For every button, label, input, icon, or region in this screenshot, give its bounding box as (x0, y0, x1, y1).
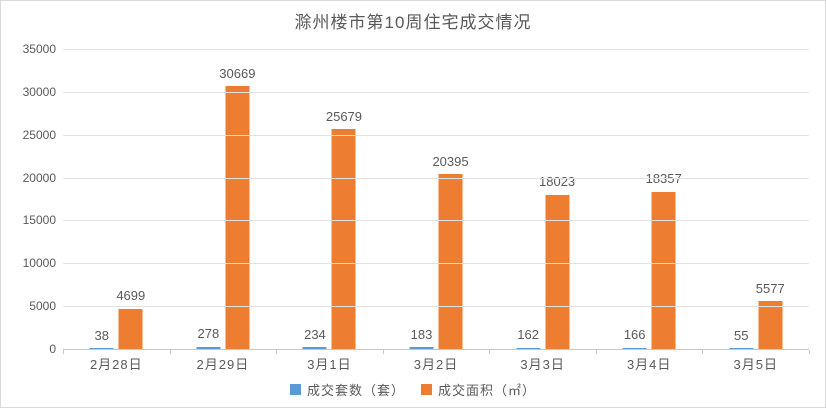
bar-pair: 55 5577 (729, 281, 785, 349)
legend-item: 成交套数（套） (289, 380, 405, 399)
x-tick-label: 3月3日 (520, 357, 565, 372)
legend-label: 成交面积（㎡） (438, 383, 537, 398)
area-value-label: 25679 (325, 108, 363, 124)
gridline (63, 177, 809, 179)
gridline (63, 220, 809, 222)
y-tick-label: 25000 (22, 127, 56, 142)
x-tick-mark (276, 350, 278, 354)
x-tick-mark (382, 350, 384, 354)
area-value-label: 18357 (645, 171, 682, 187)
x-tick-mark (809, 350, 810, 354)
bar-pair: 38 4699 (89, 289, 145, 349)
bar-group: 162 18023 (489, 49, 596, 349)
units-value-label: 166 (623, 327, 646, 343)
x-tick-mark (169, 350, 171, 354)
units-bar: 278 (196, 327, 221, 349)
x-tick-mark (702, 350, 704, 354)
area-value-label: 30669 (219, 65, 256, 81)
y-tick-label: 35000 (22, 42, 56, 56)
bar-pair: 183 20395 (409, 154, 469, 349)
area-bar: 4699 (116, 289, 145, 349)
bar-group: 278 30669 (170, 49, 277, 349)
x-tick-mark (63, 350, 64, 354)
units-value-label: 234 (304, 326, 326, 342)
gridline (63, 49, 809, 50)
bar-group: 55 5577 (702, 49, 809, 349)
y-tick-label: 20000 (22, 170, 56, 185)
x-tick-label: 2月28日 (89, 357, 143, 372)
area-bar: 18023 (539, 174, 575, 349)
area-bar: 20395 (432, 154, 469, 349)
area-bar: 18357 (646, 172, 682, 349)
units-bar: 55 (729, 328, 754, 349)
units-bar: 183 (409, 327, 434, 349)
bar-pair: 234 25679 (302, 109, 362, 349)
gridline (63, 91, 809, 93)
y-tick-label: 15000 (22, 213, 56, 228)
area-bar: 5577 (756, 281, 785, 349)
area-value-label: 4699 (116, 288, 146, 304)
units-value-label: 162 (517, 327, 539, 343)
units-value-label: 55 (734, 327, 749, 343)
units-bar: 234 (302, 327, 327, 349)
area-value-label: 20395 (432, 153, 469, 169)
x-tick-label: 3月4日 (626, 357, 672, 372)
x-tick-label: 3月1日 (307, 357, 352, 372)
bar-groups: 38 4699 278 30669 234 25679 (63, 49, 809, 349)
gridline (63, 263, 809, 265)
legend-swatch (289, 384, 301, 395)
y-tick-label: 5000 (29, 299, 56, 314)
x-tick-mark (489, 350, 491, 354)
x-tick-label: 3月2日 (413, 357, 459, 372)
bar-group: 234 25679 (276, 49, 383, 349)
area-bar: 30669 (219, 66, 255, 349)
chart-title: 滁州楼市第10周住宅成交情况 (294, 13, 532, 32)
units-value-label: 278 (197, 326, 220, 342)
bar-pair: 278 30669 (196, 66, 255, 349)
units-value-label: 183 (410, 327, 433, 343)
units-bar: 162 (516, 328, 541, 349)
area-bar: 25679 (326, 109, 362, 349)
legend-swatch (421, 384, 432, 395)
gridline (63, 306, 809, 308)
bar-group: 38 4699 (63, 49, 170, 349)
y-tick-label: 30000 (22, 84, 56, 99)
bar-pair: 162 18023 (516, 174, 575, 349)
y-tick-label: 0 (49, 342, 56, 356)
legend-item: 成交面积（㎡） (421, 380, 536, 399)
legend-label: 成交套数（套） (306, 383, 405, 398)
area-value-label: 5577 (755, 280, 785, 296)
units-bar: 166 (622, 328, 647, 349)
units-bar: 38 (89, 328, 114, 349)
bar-group: 166 18357 (596, 49, 703, 349)
x-tick-label: 3月5日 (733, 357, 778, 372)
units-value-label: 38 (94, 327, 110, 343)
x-tick-label: 2月29日 (196, 357, 250, 372)
bar-group: 183 20395 (383, 49, 490, 349)
plot-area: 38 4699 278 30669 234 25679 (63, 49, 809, 350)
gridline (63, 134, 809, 136)
legend: 成交套数（套） 成交面积（㎡） (1, 380, 825, 399)
x-axis-labels: 2月28日 2月29日 3月1日 3月2日 3月3日 3月4日 3月5日 (63, 354, 809, 373)
y-tick-label: 10000 (22, 256, 56, 271)
bar-pair: 166 18357 (622, 172, 682, 349)
x-tick-mark (595, 350, 597, 354)
